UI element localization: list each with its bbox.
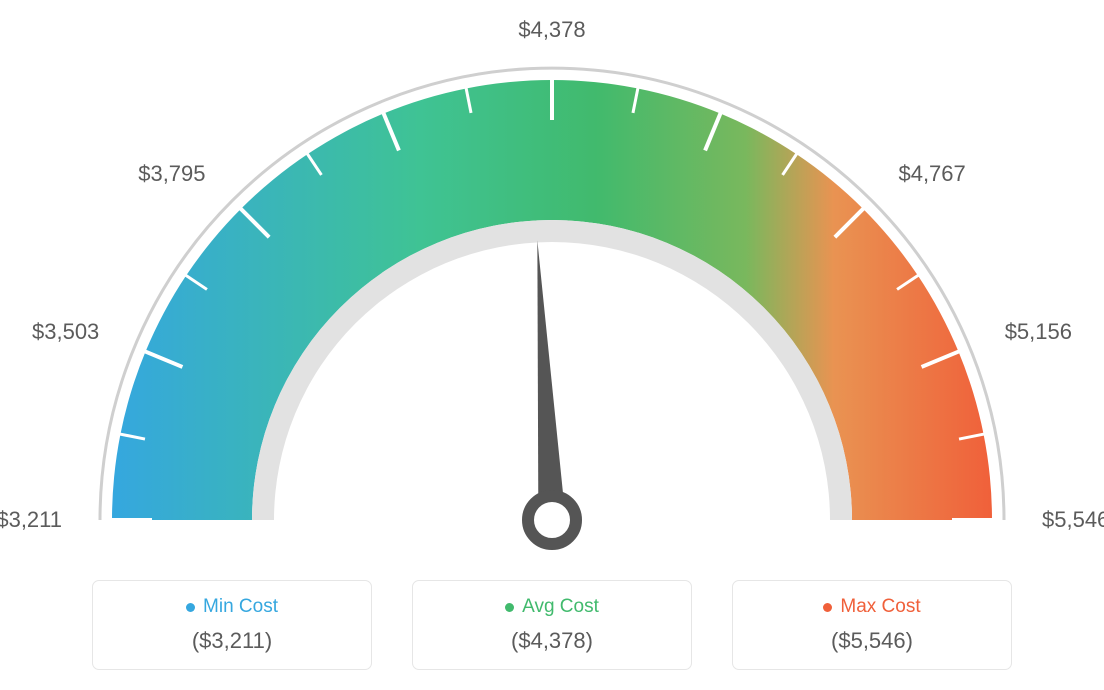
legend-avg-value: ($4,378) <box>511 628 593 654</box>
gauge-area: $3,211 $3,503 $3,795 $4,378 $4,767 $5,156 $5,5… <box>0 0 1104 560</box>
legend-min-label: Min Cost <box>203 596 278 618</box>
legend-card-min: Min Cost ($3,211) <box>92 580 372 670</box>
scale-label: $3,211 <box>0 507 62 533</box>
gauge-svg <box>0 0 1104 560</box>
dot-max <box>823 603 832 612</box>
cost-gauge-chart: $3,211 $3,503 $3,795 $4,378 $4,767 $5,156 $5,5… <box>0 0 1104 690</box>
dot-avg <box>505 603 514 612</box>
scale-label: $3,503 <box>32 319 99 345</box>
legend-min-top: Min Cost <box>186 596 278 618</box>
scale-label: $4,378 <box>518 17 585 43</box>
legend-min-value: ($3,211) <box>192 628 272 654</box>
legend-max-top: Max Cost <box>823 596 920 618</box>
scale-label: $3,795 <box>138 161 205 187</box>
scale-label: $5,546 <box>1042 507 1104 533</box>
legend-row: Min Cost ($3,211) Avg Cost ($4,378) Max … <box>92 580 1012 670</box>
legend-card-max: Max Cost ($5,546) <box>732 580 1012 670</box>
legend-card-avg: Avg Cost ($4,378) <box>412 580 692 670</box>
scale-label: $5,156 <box>1005 319 1072 345</box>
dot-min <box>186 603 195 612</box>
legend-max-value: ($5,546) <box>831 628 913 654</box>
legend-max-label: Max Cost <box>840 596 920 618</box>
legend-avg-label: Avg Cost <box>522 596 599 618</box>
scale-label: $4,767 <box>898 161 965 187</box>
legend-avg-top: Avg Cost <box>505 596 599 618</box>
